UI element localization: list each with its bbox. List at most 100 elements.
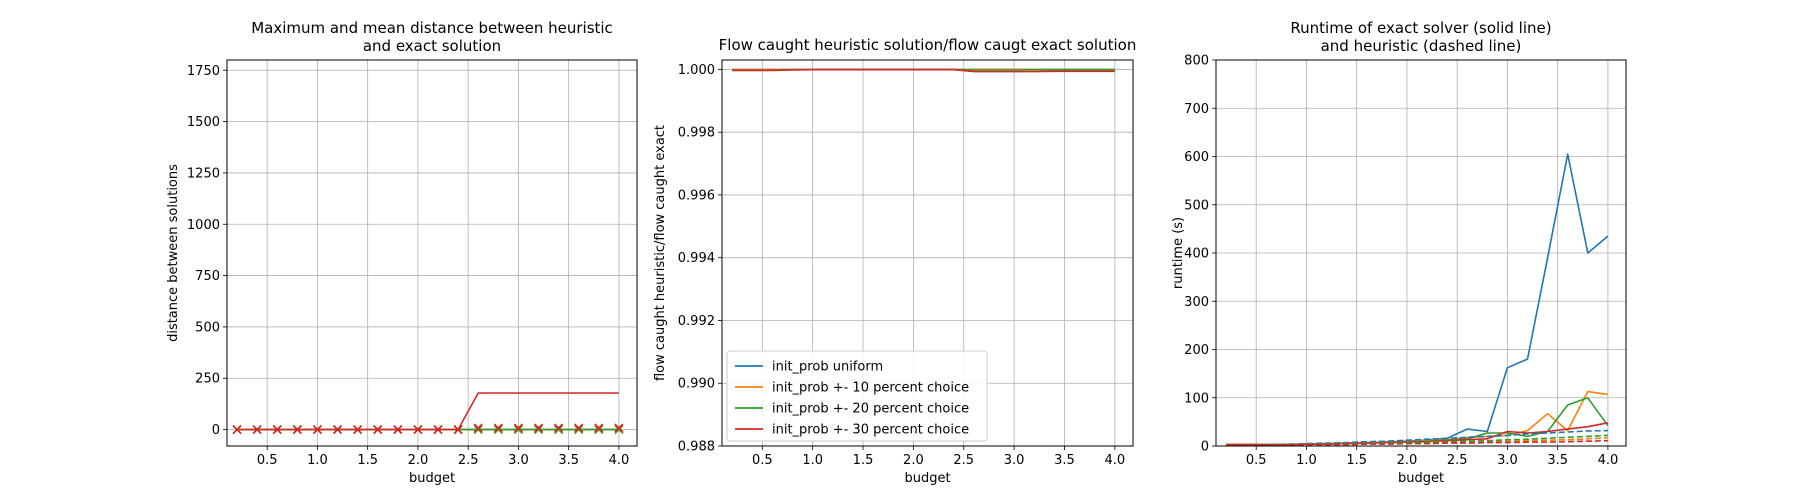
x-marker-p30	[554, 423, 564, 433]
chart-title-line: Maximum and mean distance between heuris…	[251, 19, 613, 37]
y-tick-label: 1000	[187, 218, 220, 233]
y-axis-label: flow caught heuristic/flow caught exact	[653, 125, 668, 381]
x-marker-p30	[353, 425, 363, 435]
y-tick-label: 0.998	[678, 126, 715, 141]
x-marker-p20	[533, 424, 544, 434]
series-line-p30	[732, 68, 1115, 73]
y-tick-label: 1500	[187, 115, 220, 130]
y-tick-label: 400	[1184, 247, 1209, 262]
x-marker-p30	[312, 425, 322, 435]
chart-title-line: Runtime of exact solver (solid line)	[1290, 19, 1551, 37]
chart-title-line: and heuristic (dashed line)	[1321, 37, 1522, 55]
x-marker-p30	[393, 425, 403, 435]
x-tick-label: 1.0	[307, 453, 328, 468]
x-tick-label: 3.0	[1497, 453, 1518, 468]
y-tick-label: 1250	[187, 166, 220, 181]
x-tick-label: 2.0	[408, 453, 429, 468]
y-tick-label: 200	[1184, 343, 1209, 358]
x-axis-label: budget	[1398, 471, 1444, 486]
x-tick-label: 0.5	[752, 453, 773, 468]
y-tick-label: 250	[195, 372, 220, 387]
x-tick-label: 0.5	[257, 453, 278, 468]
x-tick-label: 3.0	[508, 453, 529, 468]
x-tick-label: 4.0	[609, 453, 630, 468]
y-tick-label: 100	[1184, 391, 1209, 406]
legend-label-p20: init_prob +- 20 percent choice	[772, 402, 969, 417]
x-marker-p20	[614, 424, 624, 434]
y-tick-label: 0.990	[678, 377, 715, 392]
x-marker-p30	[614, 423, 624, 433]
x-tick-label: 2.0	[1397, 453, 1418, 468]
x-marker-p20	[493, 424, 503, 434]
legend: init_prob uniform init_prob +- 10 percent…	[726, 350, 988, 442]
x-marker-p30	[513, 423, 523, 433]
chart-title-line: Flow caught heuristic solution/flow caug…	[719, 36, 1137, 54]
series-group	[732, 68, 1115, 73]
chart-panel-1: 0.5 1.0 1.5 2.0 2.5 3.0 3.5 4.0 0 250 500 750 1000 12…	[166, 19, 638, 486]
x-marker-p30	[292, 425, 302, 435]
x-tick-label: 3.5	[558, 453, 579, 468]
x-tick-label: 2.5	[458, 453, 479, 468]
x-marker-p30	[574, 423, 584, 433]
legend-label-p10: init_prob +- 10 percent choice	[772, 381, 969, 396]
y-tick-label: 300	[1184, 295, 1209, 310]
x-tick-label: 2.5	[953, 453, 974, 468]
x-tick-label: 1.5	[357, 453, 378, 468]
x-marker-p30	[473, 423, 483, 433]
chart-title: Runtime of exact solver (solid line) and …	[1290, 19, 1551, 55]
x-tick-label: 3.0	[1004, 453, 1025, 468]
y-tick-label: 1750	[187, 64, 220, 79]
x-marker-p30	[594, 423, 604, 433]
y-axis-label: distance between solutions	[166, 164, 181, 342]
x-marker-p20	[513, 424, 523, 434]
x-marker-p20	[473, 424, 483, 434]
y-tick-label: 700	[1184, 102, 1209, 117]
y-tick-label: 800	[1184, 54, 1209, 69]
legend-label-uniform: init_prob uniform	[772, 360, 883, 375]
x-tick-label: 1.5	[1346, 453, 1367, 468]
x-tick-label: 3.5	[1547, 453, 1568, 468]
x-marker-p20	[554, 424, 564, 434]
x-tick-label: 1.5	[853, 453, 874, 468]
x-tick-label: 1.0	[1296, 453, 1317, 468]
y-tick-label: 0.994	[678, 251, 715, 266]
x-marker-p30	[333, 425, 343, 435]
x-axis-label: budget	[904, 471, 950, 486]
x-marker-p30	[272, 425, 282, 435]
series-line-p30	[237, 392, 619, 431]
chart-panel-3: 0.5 1.0 1.5 2.0 2.5 3.0 3.5 4.0 0 100 200 300 400 500…	[1171, 19, 1627, 486]
y-tick-label: 750	[195, 269, 220, 284]
y-tick-label: 0	[212, 423, 220, 438]
y-tick-label: 0	[1201, 440, 1209, 455]
axes-frame	[226, 59, 638, 447]
y-tick-label: 0.996	[678, 188, 715, 203]
series-line-p30-dashed	[1226, 439, 1608, 446]
chart-title-line: and exact solution	[363, 37, 501, 55]
x-marker-p30	[433, 425, 443, 435]
series-group	[232, 392, 624, 435]
x-marker-p30	[453, 425, 463, 435]
chart-panel-2: 0.5 1.0 1.5 2.0 2.5 3.0 3.5 4.0 0.988 0.990 0.992 0…	[653, 36, 1136, 486]
x-marker-p30	[533, 423, 544, 433]
axes-frame	[721, 59, 1134, 447]
legend-label-p30: init_prob +- 30 percent choice	[772, 423, 969, 438]
x-tick-label: 4.0	[1598, 453, 1619, 468]
y-tick-label: 500	[195, 320, 220, 335]
y-tick-label: 0.988	[678, 440, 715, 455]
chart-title: Flow caught heuristic solution/flow caug…	[719, 36, 1137, 54]
x-marker-p20	[574, 424, 584, 434]
y-tick-label: 600	[1184, 150, 1209, 165]
x-marker-p30	[252, 425, 262, 435]
x-tick-label: 2.0	[903, 453, 924, 468]
x-marker-p30	[232, 425, 242, 435]
series-group	[1226, 153, 1609, 446]
x-marker-p30	[373, 425, 383, 435]
x-marker-p30	[413, 425, 423, 435]
y-tick-label: 1.000	[678, 63, 715, 78]
x-tick-label: 2.5	[1447, 453, 1468, 468]
x-marker-p20	[594, 424, 604, 434]
y-tick-label: 0.992	[678, 314, 715, 329]
x-tick-label: 1.0	[802, 453, 823, 468]
x-tick-label: 3.5	[1054, 453, 1075, 468]
